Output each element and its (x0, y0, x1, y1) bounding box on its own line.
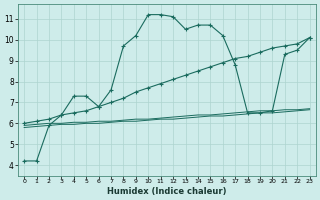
X-axis label: Humidex (Indice chaleur): Humidex (Indice chaleur) (107, 187, 227, 196)
